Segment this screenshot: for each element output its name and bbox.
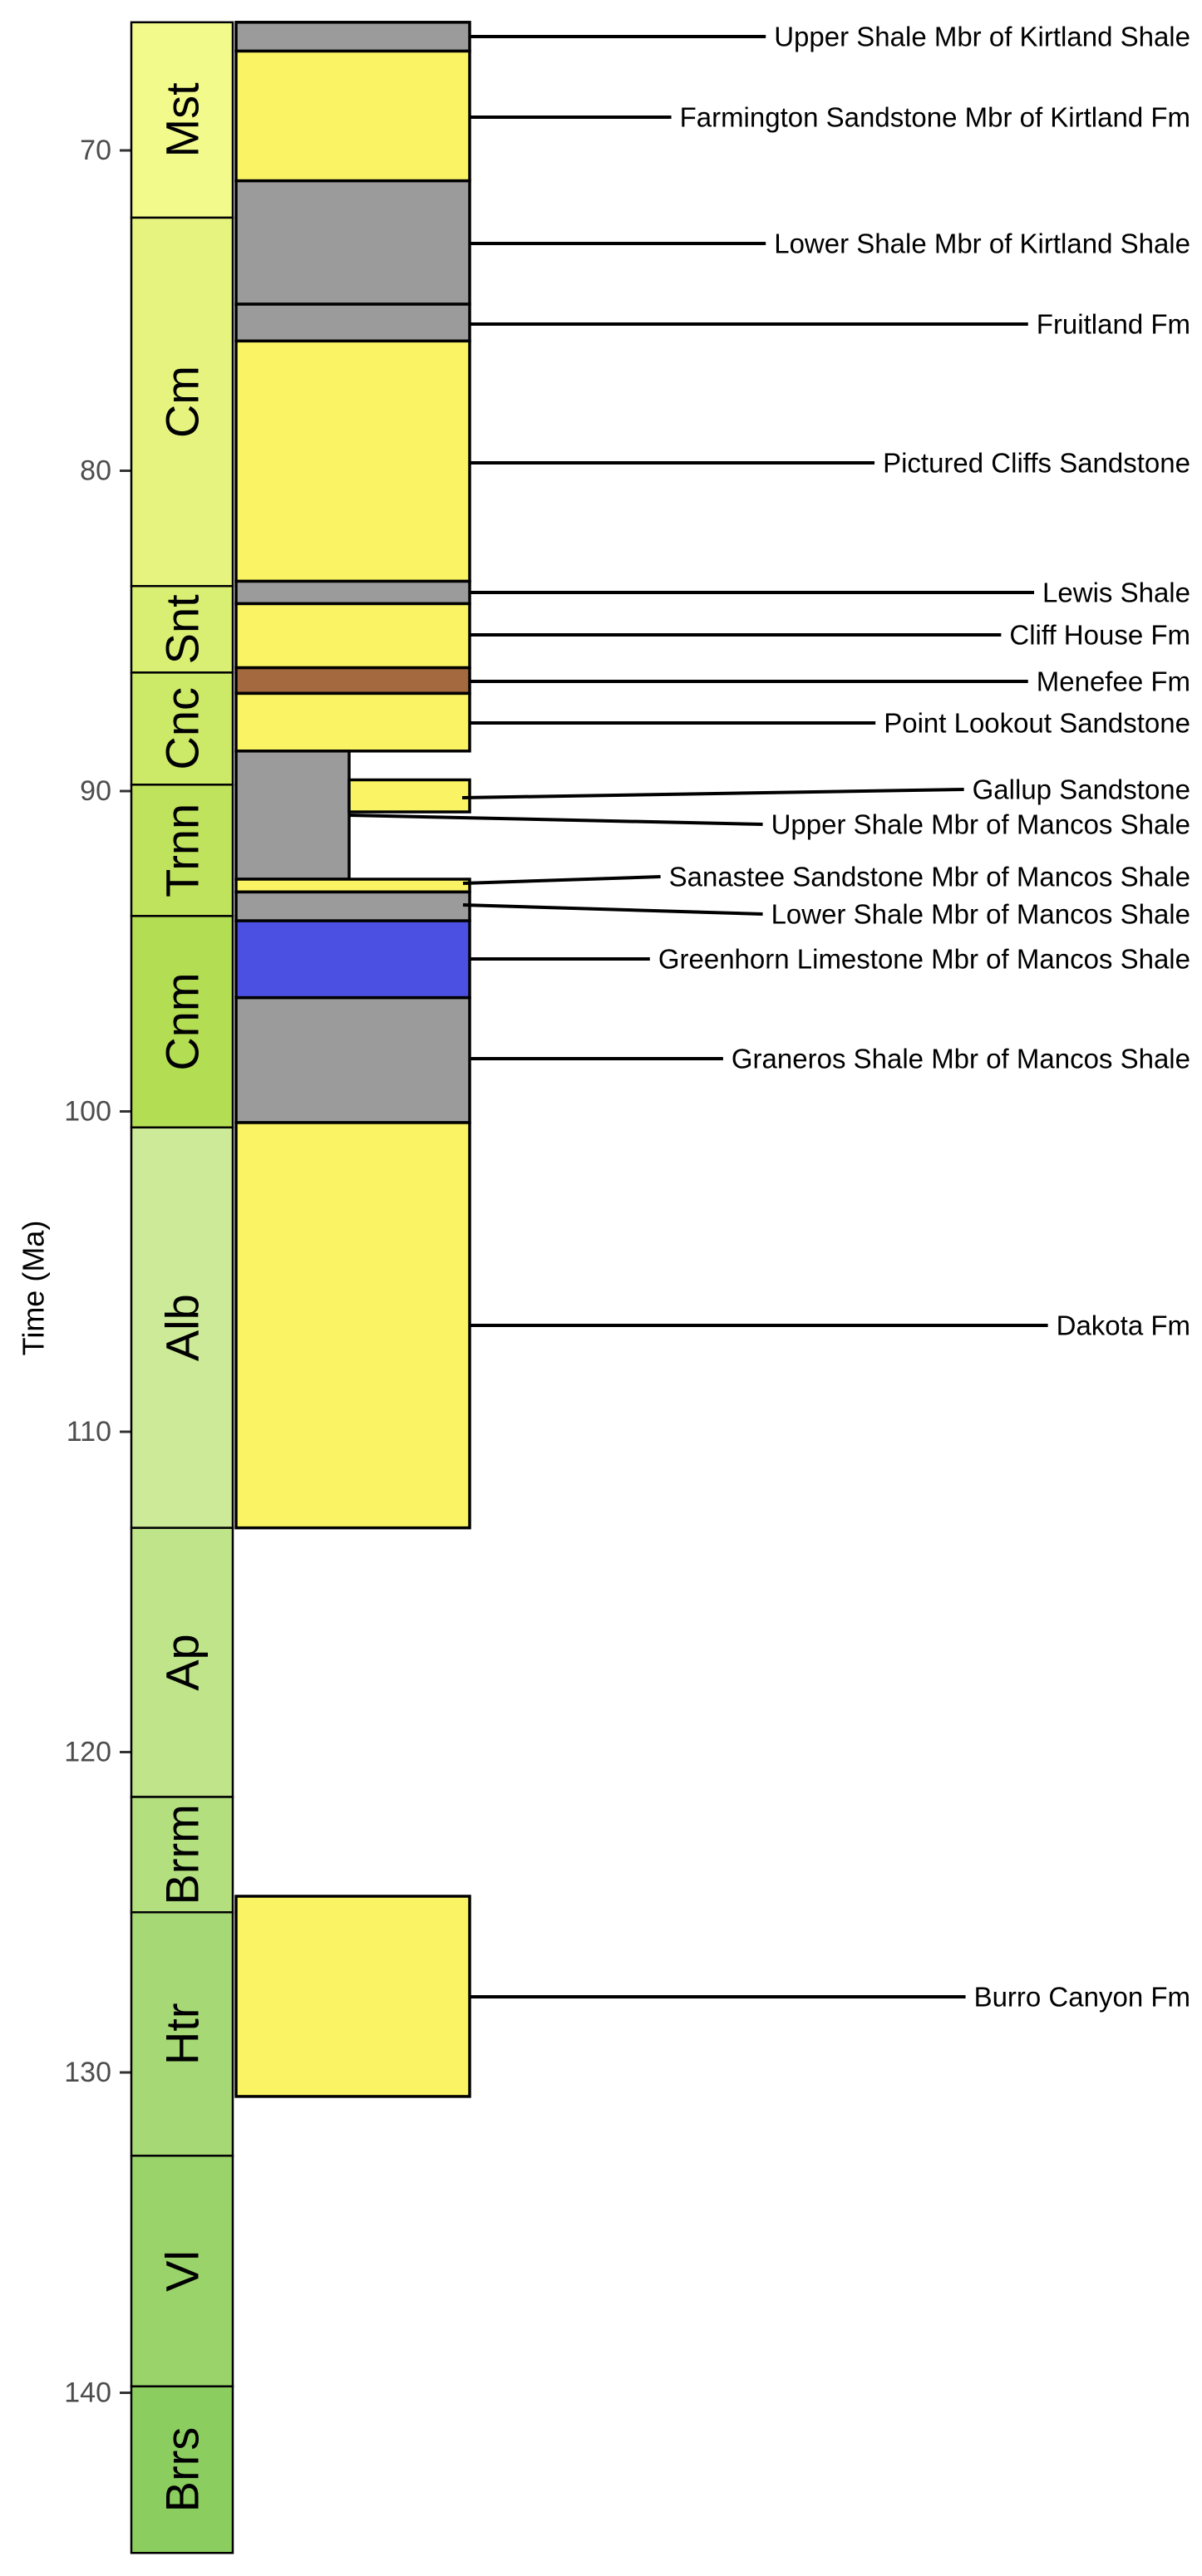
formation-block-farmington-sandstone	[234, 49, 471, 183]
leader-line-sanastee-sandstone	[462, 875, 661, 885]
formation-label-graneros-shale: Graneros Shale Mbr of Mancos Shale	[732, 1044, 1190, 1074]
axis-tick-label: 100	[64, 1096, 111, 1128]
axis-tick-label: 140	[64, 2377, 111, 2409]
stage-column: Mst Cm Snt Cnc Trnn Cnm Alb Ap Brrm Htr Vl Brrs	[130, 21, 234, 2554]
y-axis: Time (Ma) 70 80 90 100 110 120 130 140	[17, 135, 131, 2409]
formation-label-lower-shale-kirtland: Lower Shale Mbr of Kirtland Shale	[774, 229, 1190, 259]
formation-label-lewis-shale: Lewis Shale	[1042, 578, 1190, 608]
formation-label-farmington-sandstone: Farmington Sandstone Mbr of Kirtland Fm	[680, 102, 1190, 133]
stage-block-trnn	[130, 784, 234, 917]
stage-block-cm	[130, 216, 234, 587]
leader-line-lower-shale-mancos	[462, 903, 763, 916]
axis-tick-label: 120	[64, 1737, 111, 1768]
formation-label-fruitland-fm: Fruitland Fm	[1037, 309, 1190, 340]
formation-label-menefee-fm: Menefee Fm	[1037, 666, 1190, 697]
formation-label-upper-shale-kirtland: Upper Shale Mbr of Kirtland Shale	[774, 22, 1190, 52]
axis-tick-label: 90	[80, 775, 111, 807]
formation-block-dakota-fm	[234, 1121, 471, 1530]
formation-block-sanastee-sandstone	[234, 878, 471, 894]
formation-label-upper-shale-mancos: Upper Shale Mbr of Mancos Shale	[771, 809, 1190, 840]
stage-label-trnn: Trnn	[156, 804, 209, 897]
axis-tick-label: 130	[64, 2057, 111, 2088]
formation-block-lower-shale-kirtland	[234, 179, 471, 306]
formation-block-lewis-shale	[234, 579, 471, 606]
formation-label-cliff-house-fm: Cliff House Fm	[1009, 620, 1190, 651]
formation-block-gallup-sandstone	[347, 778, 471, 814]
stage-label-brrs: Brrs	[156, 2427, 209, 2513]
leader-line-upper-shale-mancos	[348, 814, 763, 826]
formation-block-upper-shale-kirtland	[234, 21, 471, 53]
formation-block-greenhorn-limestone	[234, 919, 471, 1000]
formation-label-lower-shale-mancos: Lower Shale Mbr of Mancos Shale	[771, 899, 1190, 930]
stage-label-brrm: Brrm	[156, 1804, 209, 1905]
formation-label-sanastee-sandstone: Sanastee Sandstone Mbr of Mancos Shale	[669, 862, 1190, 892]
stage-block-alb	[130, 1126, 234, 1529]
formation-label-dakota-fm: Dakota Fm	[1057, 1310, 1190, 1341]
lithology-column	[234, 21, 471, 2098]
stage-label-cm: Cm	[156, 366, 209, 438]
stage-label-ap: Ap	[156, 1634, 209, 1691]
stage-label-snt: Snt	[156, 594, 209, 664]
formation-block-lower-shale-mancos	[234, 890, 471, 922]
axis-tick-label: 110	[67, 1416, 111, 1448]
formation-block-menefee-fm	[234, 666, 471, 696]
stage-block-htr	[130, 1911, 234, 2157]
y-axis-title: Time (Ma)	[17, 1221, 51, 1356]
formation-block-fruitland-fm	[234, 302, 471, 343]
stage-block-cnm	[130, 915, 234, 1129]
leader-line-gallup-sandstone	[461, 788, 964, 799]
formation-label-burro-canyon-fm: Burro Canyon Fm	[974, 1982, 1190, 2013]
stage-label-cnm: Cnm	[156, 972, 209, 1070]
formation-block-cliff-house-fm	[234, 602, 471, 670]
axis-tick-label: 70	[80, 135, 111, 166]
formation-label-greenhorn-limestone: Greenhorn Limestone Mbr of Mancos Shale	[658, 944, 1190, 975]
formation-block-graneros-shale	[234, 995, 471, 1124]
stage-block-snt	[130, 585, 234, 674]
stage-block-vl	[130, 2154, 234, 2388]
stage-block-ap	[130, 1526, 234, 1798]
formation-block-point-lookout	[234, 691, 471, 753]
stage-label-cnc: Cnc	[156, 687, 209, 770]
stage-block-brrs	[130, 2385, 234, 2554]
formation-block-burro-canyon-fm	[234, 1895, 471, 2098]
axis-tick-label: 80	[80, 455, 111, 487]
stage-label-vl: Vl	[156, 2250, 209, 2292]
leader-lines	[348, 35, 1048, 1998]
stage-label-alb: Alb	[156, 1294, 209, 1361]
stage-label-mst: Mst	[156, 82, 209, 158]
stage-block-cnc	[130, 671, 234, 786]
formation-label-gallup-sandstone: Gallup Sandstone	[973, 774, 1190, 805]
stage-label-htr: Htr	[156, 2003, 209, 2065]
stage-block-mst	[130, 21, 234, 219]
formation-block-pictured-cliffs	[234, 339, 471, 583]
formation-block-upper-shale-mancos	[234, 750, 351, 881]
formation-label-pictured-cliffs: Pictured Cliffs Sandstone	[883, 448, 1190, 479]
formation-labels: Upper Shale Mbr of Kirtland Shale Farming…	[658, 22, 1190, 2013]
formation-label-point-lookout: Point Lookout Sandstone	[884, 708, 1190, 739]
